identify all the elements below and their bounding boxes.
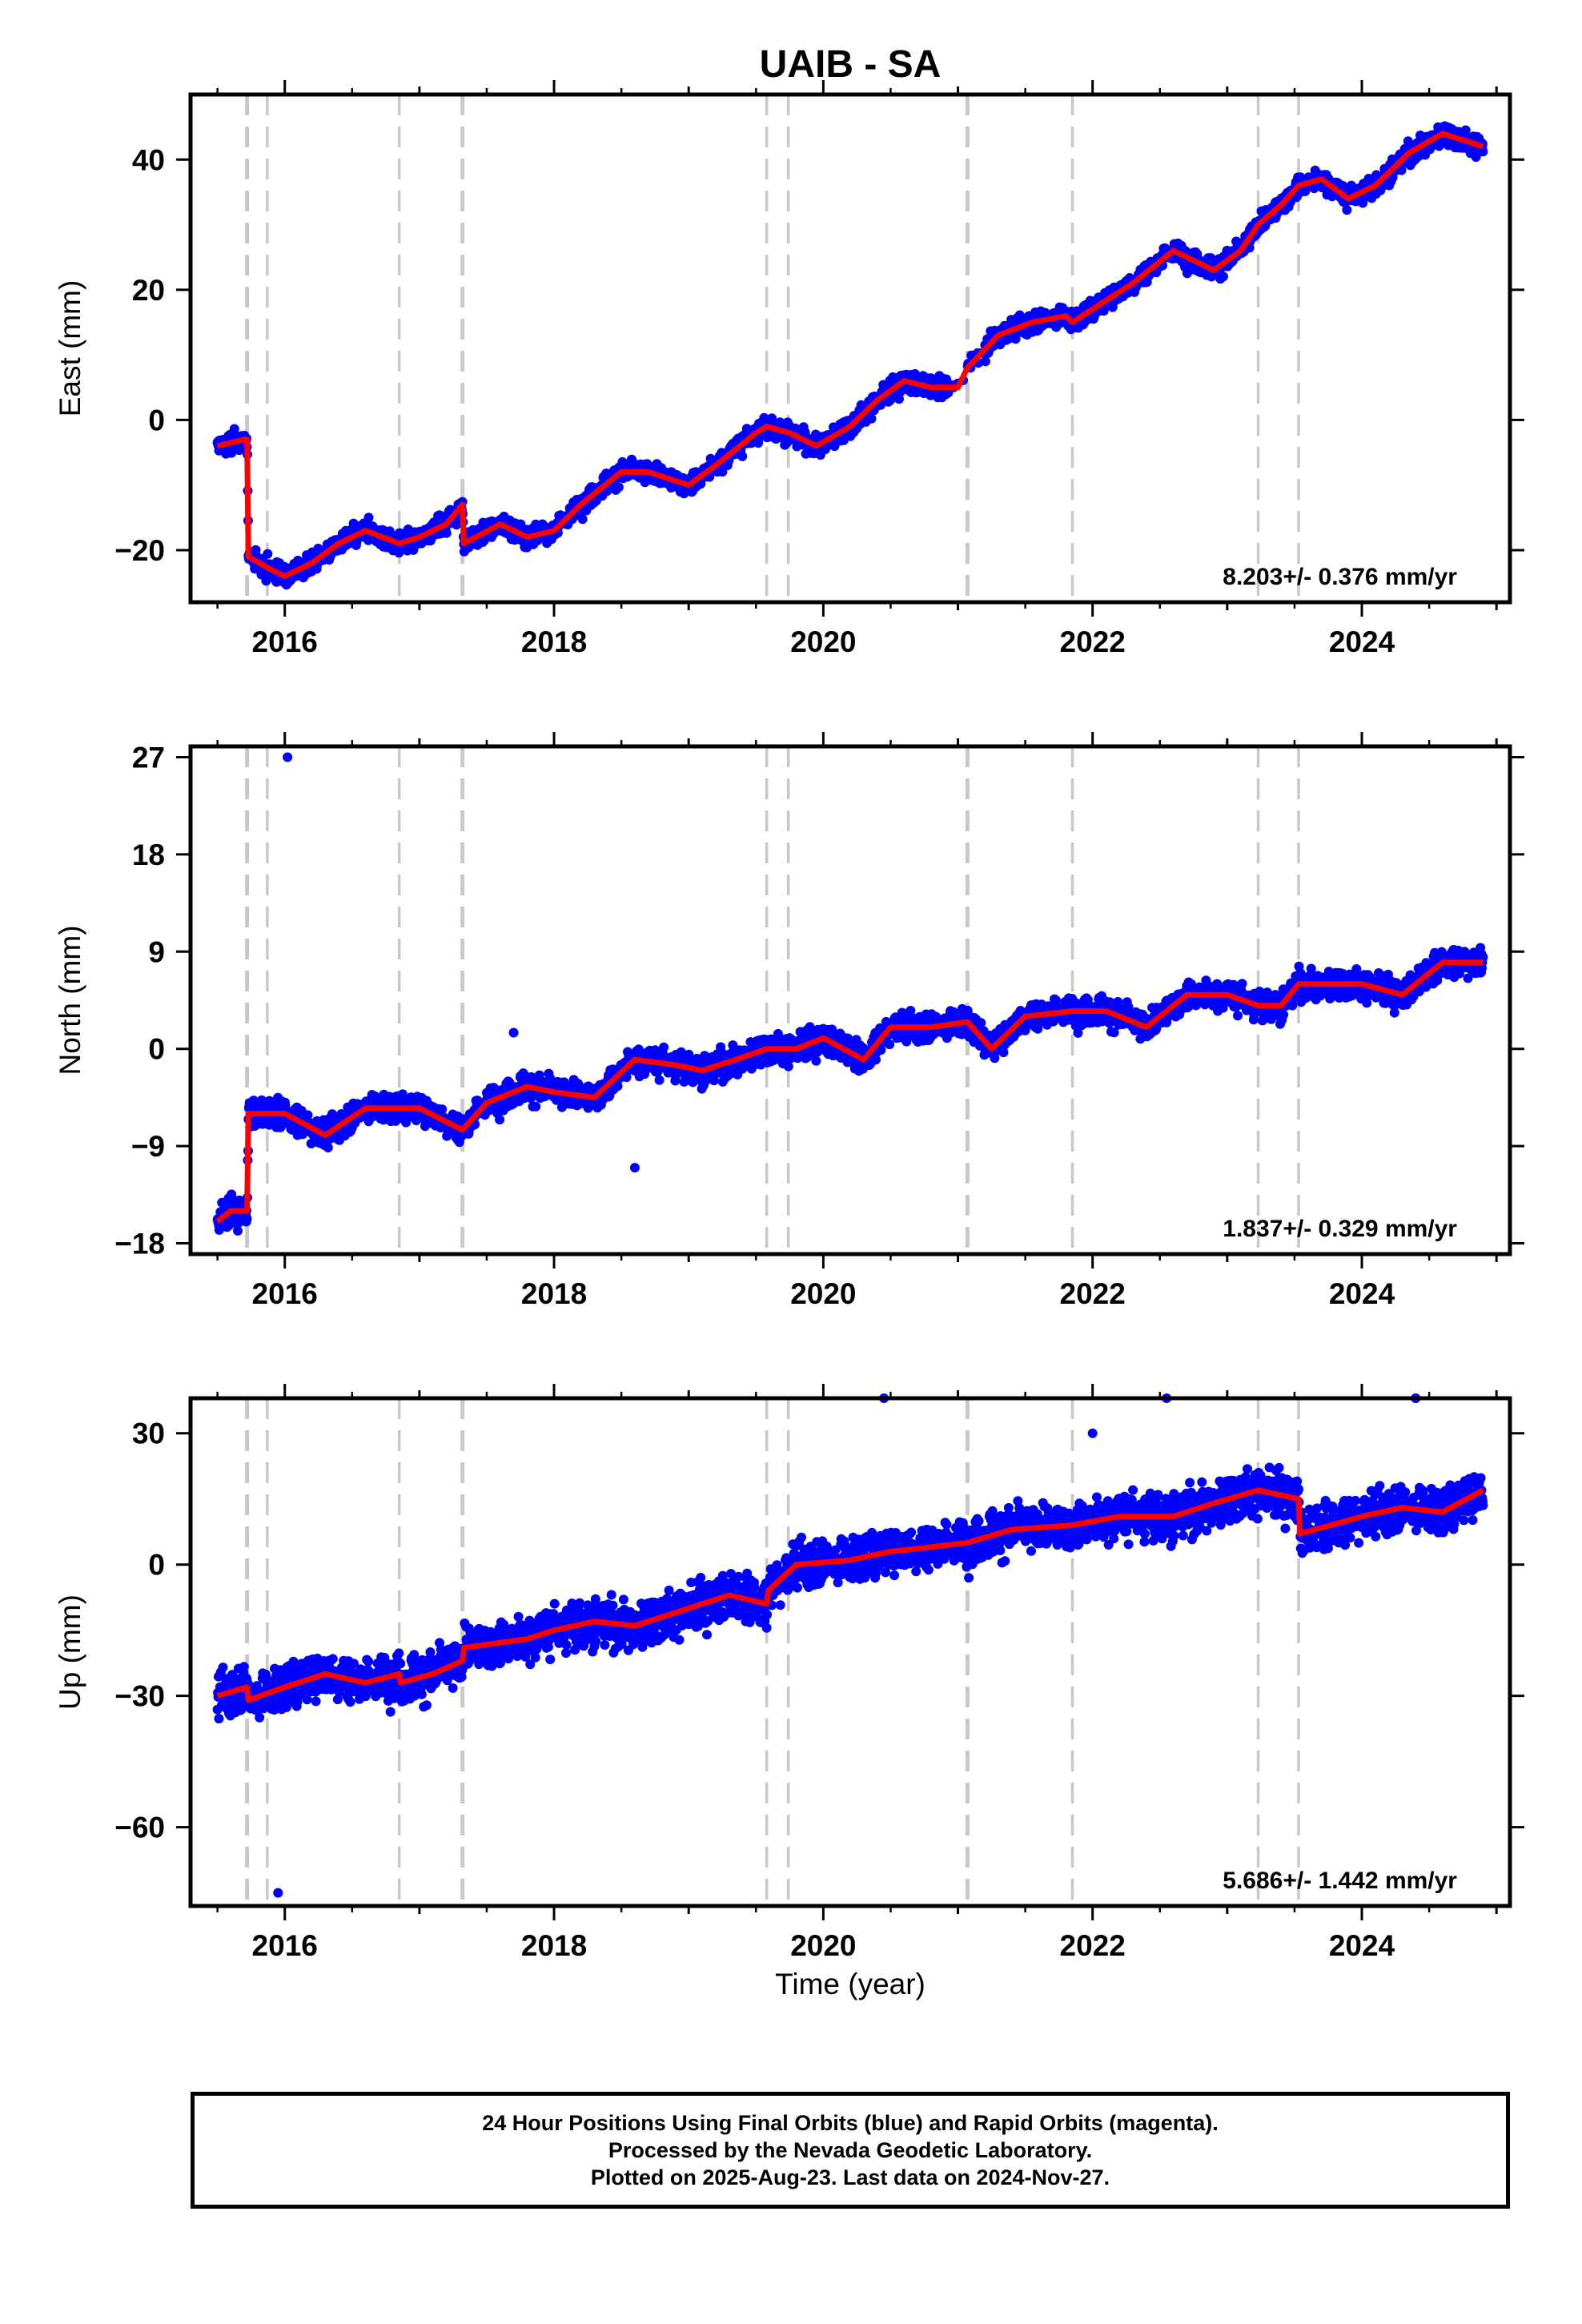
position-point: [577, 514, 588, 525]
position-point: [980, 356, 990, 367]
position-point: [659, 1042, 669, 1052]
position-point: [811, 1055, 821, 1066]
x-tick-label: 2024: [1329, 625, 1395, 658]
x-tick-label: 2018: [521, 625, 587, 658]
position-point: [441, 528, 452, 538]
position-point: [1342, 205, 1352, 215]
y-tick-label: 20: [132, 274, 165, 307]
y-axis-label: East (mm): [54, 280, 86, 417]
y-tick-label: 40: [132, 143, 165, 176]
position-point: [613, 482, 624, 493]
position-point: [654, 1075, 665, 1085]
east-panel: 2016 2018 2020 2022 2024 −20 0 20 40 East (mm) 8.2…: [54, 80, 1524, 658]
chart-title: UAIB - SA: [760, 43, 942, 86]
position-point: [437, 1104, 448, 1115]
position-point: [783, 1061, 793, 1072]
position-point: [323, 1143, 333, 1152]
position-point: [1219, 271, 1228, 282]
x-tick-label: 2022: [1060, 625, 1126, 658]
position-point: [263, 549, 273, 559]
position-point: [242, 1213, 252, 1224]
position-point: [363, 513, 374, 523]
position-point: [885, 1039, 895, 1050]
position-point: [531, 1101, 541, 1112]
position-point: [495, 1115, 505, 1125]
y-tick-label: 0: [148, 404, 165, 436]
x-tick-label: 2016: [252, 625, 318, 658]
position-point: [233, 1225, 243, 1236]
position-point: [737, 451, 748, 461]
x-tick-label: 2020: [790, 625, 856, 658]
rate-label: 8.203+/- 0.376 mm/yr: [1223, 564, 1457, 590]
position-point: [866, 413, 877, 424]
y-tick-label: −20: [114, 534, 165, 567]
